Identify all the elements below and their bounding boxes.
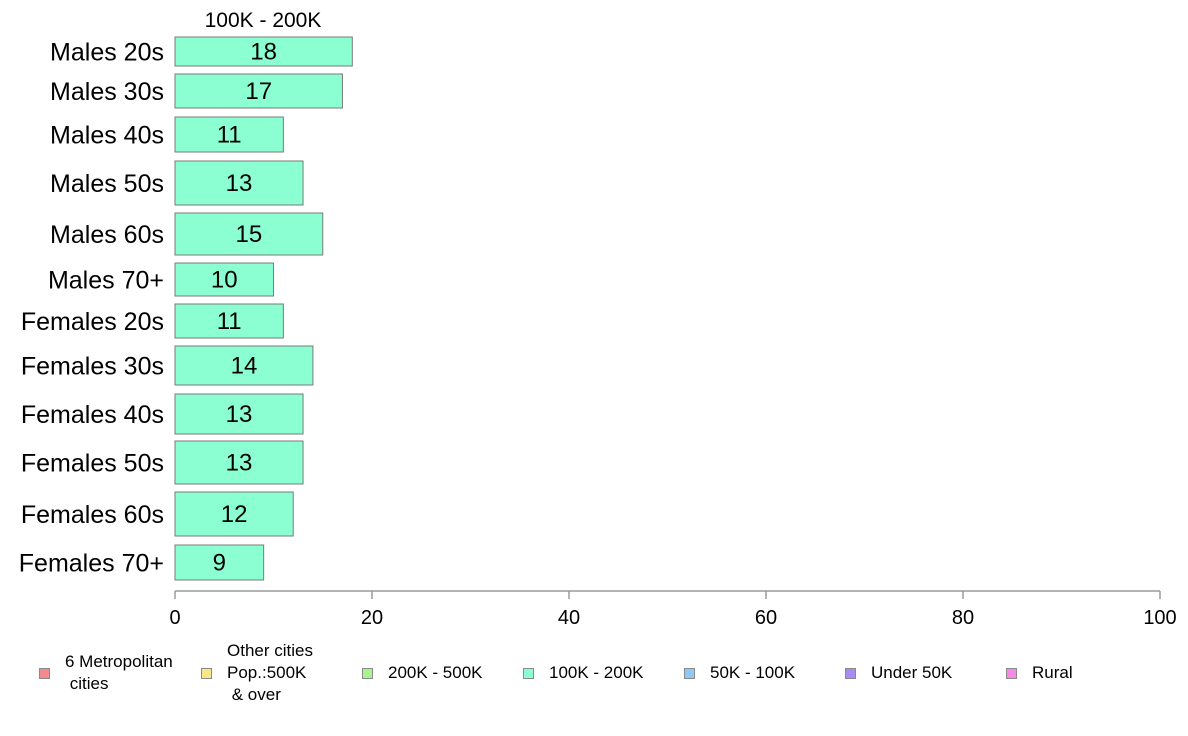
category-label: Females 60s — [21, 501, 164, 529]
legend-item: 50K - 100K — [684, 662, 795, 684]
bar — [174, 36, 353, 67]
legend-item: Other cities Pop.:500K & over — [201, 640, 313, 706]
legend-item: Rural — [1006, 662, 1073, 684]
category-label: Males 50s — [50, 170, 164, 198]
bar-value-label: 11 — [217, 122, 242, 149]
bar-chart: 100K - 200K 18 Males 20s 17 Males 30s 11 Male… — [19, 9, 1177, 629]
bar — [174, 73, 343, 109]
category-label: Females 40s — [21, 401, 164, 429]
x-tick-label: 60 — [755, 607, 777, 629]
legend-item: Under 50K — [845, 662, 952, 684]
legend-swatch — [39, 667, 50, 679]
bar — [174, 393, 304, 435]
bar-value-label: 13 — [226, 450, 253, 477]
panel-title: 100K - 200K — [205, 9, 322, 32]
bar-value-label: 11 — [217, 308, 242, 335]
bar-value-label: 18 — [250, 39, 277, 66]
bar-value-label: 13 — [226, 401, 253, 428]
bar — [174, 544, 265, 581]
legend-label: Under 50K — [871, 663, 953, 682]
category-label: Females 70+ — [19, 550, 164, 578]
legend-label: Other cities Pop.:500K & over — [227, 641, 313, 704]
bar — [174, 491, 294, 537]
bar — [174, 160, 304, 206]
bar-value-label: 17 — [245, 78, 272, 105]
bar-value-label: 9 — [213, 550, 226, 577]
legend-label: 50K - 100K — [710, 663, 796, 682]
category-label: Males 40s — [50, 122, 164, 150]
legend-swatch — [1006, 667, 1017, 679]
category-label: Females 50s — [21, 450, 164, 478]
category-label: Males 70+ — [48, 267, 164, 295]
category-label: Males 30s — [50, 78, 164, 106]
legend-swatch — [201, 667, 212, 679]
legend-swatch — [684, 667, 695, 679]
x-tick-label: 40 — [558, 607, 580, 629]
category-label: Males 60s — [50, 221, 164, 249]
bar-value-label: 14 — [231, 353, 258, 380]
legend-label: 200K - 500K — [388, 663, 483, 682]
legend-label: 100K - 200K — [549, 663, 644, 682]
category-label: Females 30s — [21, 353, 164, 381]
bar — [174, 440, 304, 485]
legend-swatch — [845, 667, 856, 679]
x-tick-label: 20 — [361, 607, 383, 629]
x-tick-label: 100 — [1143, 607, 1176, 629]
bar-value-label: 10 — [211, 267, 238, 294]
legend-label: 6 Metropolitan cities — [65, 652, 173, 693]
bar — [174, 303, 284, 339]
legend-label: Rural — [1032, 663, 1073, 682]
legend-swatch — [362, 667, 373, 679]
bar — [174, 345, 314, 386]
bar — [174, 116, 284, 153]
bar — [174, 212, 324, 256]
bars-group: 18 Males 20s 17 Males 30s 11 Males 40s 13 Males… — [19, 36, 353, 581]
bar-value-label: 15 — [236, 221, 263, 248]
bar-value-label: 13 — [226, 170, 253, 197]
bar-value-label: 12 — [221, 501, 248, 528]
legend-item: 100K - 200K — [523, 662, 644, 684]
x-tick-label: 80 — [952, 607, 974, 629]
x-axis: 0 20 40 60 80 100 — [169, 590, 1177, 629]
legend-swatch — [523, 667, 534, 679]
bar — [174, 262, 274, 297]
x-tick-label: 0 — [169, 607, 180, 629]
legend-item: 6 Metropolitan cities — [39, 651, 173, 695]
category-label: Females 20s — [21, 308, 164, 336]
category-label: Males 20s — [50, 39, 164, 67]
legend: 6 Metropolitan cities Other cities Pop.:5… — [0, 640, 1188, 720]
legend-item: 200K - 500K — [362, 662, 483, 684]
